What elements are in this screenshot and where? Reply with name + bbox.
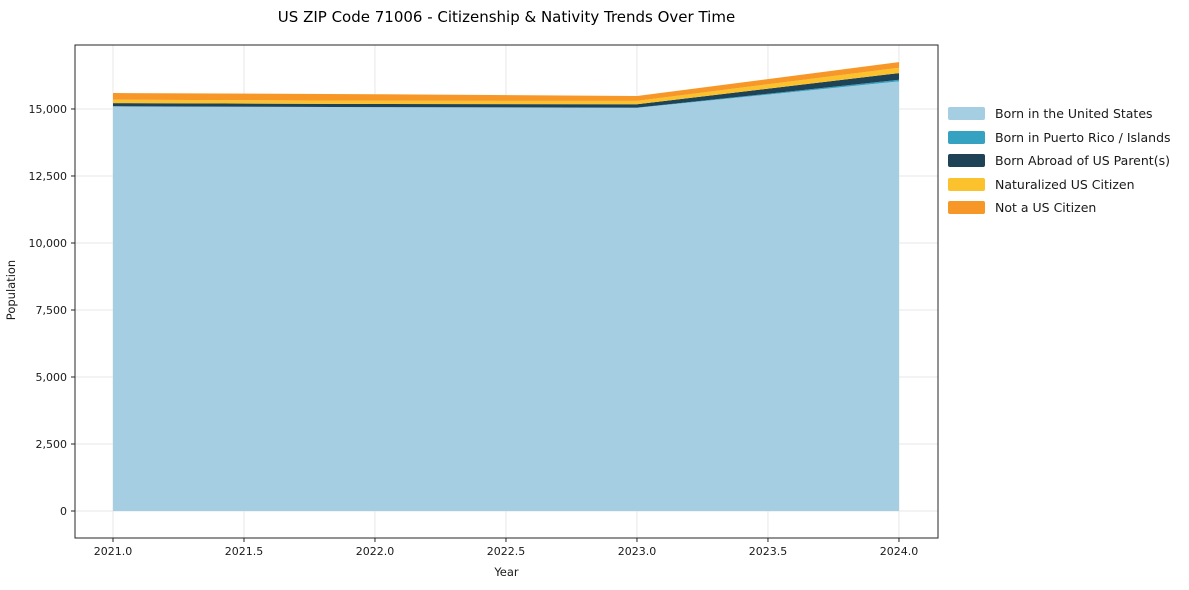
legend-label: Born in Puerto Rico / Islands	[995, 129, 1171, 145]
legend-swatch-puerto-rico	[948, 130, 985, 144]
y-tick-label: 7,500	[36, 304, 68, 317]
area-series-4	[113, 62, 899, 101]
x-tick-label: 2021.0	[94, 545, 133, 558]
chart-title: US ZIP Code 71006 - Citizenship & Nativi…	[277, 8, 736, 26]
y-tick-label: 0	[60, 505, 67, 518]
area-series-1	[113, 79, 899, 108]
legend-label: Born in the United States	[995, 106, 1153, 122]
y-tick-label: 5,000	[36, 371, 68, 384]
area-series-0	[113, 81, 899, 512]
legend-item: Not a US Citizen	[948, 196, 1171, 220]
legend-swatch-naturalized	[948, 177, 985, 191]
y-tick-label: 2,500	[36, 438, 68, 451]
legend-item: Naturalized US Citizen	[948, 173, 1171, 197]
x-tick-label: 2023.0	[618, 545, 657, 558]
legend: Born in the United States Born in Puerto…	[948, 102, 1171, 220]
y-tick-label: 10,000	[29, 237, 68, 250]
legend-swatch-not-citizen	[948, 201, 985, 215]
legend-swatch-born-abroad	[948, 154, 985, 168]
legend-label: Not a US Citizen	[995, 200, 1097, 216]
x-tick-label: 2023.5	[749, 545, 788, 558]
plot-border	[74, 44, 939, 539]
x-tick-label: 2021.5	[225, 545, 264, 558]
area-series-3	[113, 67, 899, 105]
y-axis-label: Population	[4, 259, 18, 321]
x-tick-label: 2022.5	[487, 545, 526, 558]
legend-item: Born in the United States	[948, 102, 1171, 126]
x-axis-label: Year	[494, 565, 519, 579]
legend-item: Born Abroad of US Parent(s)	[948, 149, 1171, 173]
area-series-2	[113, 73, 899, 108]
legend-label: Born Abroad of US Parent(s)	[995, 153, 1170, 169]
x-tick-label: 2024.0	[880, 545, 919, 558]
y-tick-label: 15,000	[29, 103, 68, 116]
legend-label: Naturalized US Citizen	[995, 176, 1135, 192]
legend-swatch-born-in-us	[948, 107, 985, 121]
x-tick-label: 2022.0	[356, 545, 395, 558]
y-tick-label: 12,500	[29, 170, 68, 183]
legend-item: Born in Puerto Rico / Islands	[948, 126, 1171, 150]
